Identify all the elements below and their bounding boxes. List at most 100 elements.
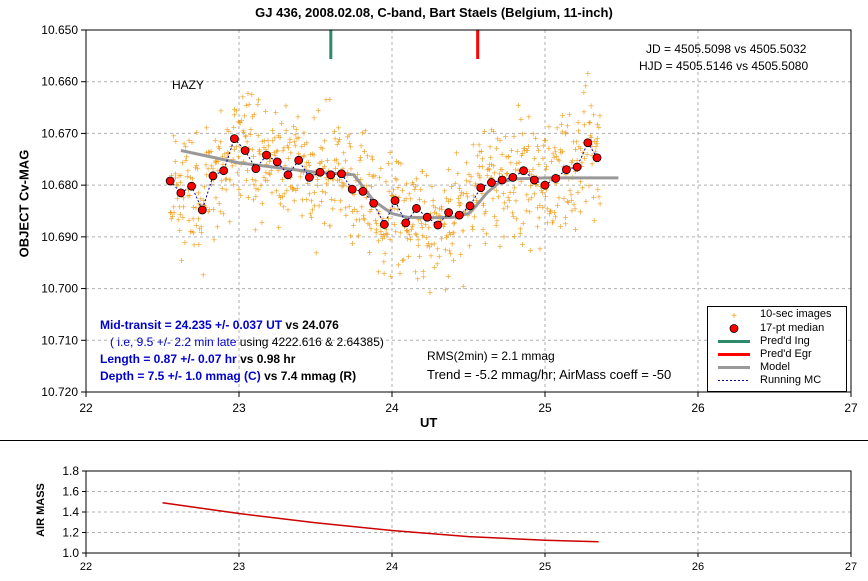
image-point: + [399,186,406,195]
image-point: + [537,201,544,210]
image-point: + [536,160,543,169]
image-point: + [383,229,390,238]
panel-divider [0,440,868,441]
image-point: + [189,227,196,236]
x-tick-label: 26 [691,401,705,415]
depth-compare: vs 7.4 mmag (R) [264,369,357,383]
legend-item-model: Model [708,361,846,374]
image-point: + [549,219,556,228]
image-point: + [593,142,600,151]
image-point: + [519,149,526,158]
image-point: + [278,119,285,128]
image-point: + [508,159,515,168]
image-point: + [548,157,555,166]
image-point: + [572,167,579,176]
image-point: + [536,213,543,222]
image-point: + [212,158,219,167]
x-tick-label: 27 [844,401,858,415]
image-point: + [245,193,252,202]
image-point: + [203,171,210,180]
image-point: + [230,155,237,164]
image-point: + [353,215,360,224]
image-point: + [205,165,212,174]
image-point: + [428,252,435,261]
image-point: + [586,119,593,128]
y-tick-label: 10.670 [41,126,78,140]
image-point: + [283,186,290,195]
image-point: + [294,184,301,193]
image-point: + [200,271,207,280]
image-point: + [487,143,494,152]
image-point: + [205,207,212,216]
image-point: + [256,147,263,156]
image-point: + [391,204,398,213]
image-point: + [441,220,448,229]
image-point: + [543,162,550,171]
image-point: + [196,200,203,209]
image-point: + [554,201,561,210]
image-point: + [597,199,604,208]
image-point: + [393,176,400,185]
legend-label-model: Model [760,361,790,373]
image-point: + [240,92,247,101]
image-point: + [389,191,396,200]
image-point: + [222,175,229,184]
image-point: + [243,101,250,110]
airmass-y-tick-label: 1.8 [62,464,79,478]
image-point: + [408,225,415,234]
image-point: + [245,89,252,98]
image-point: + [265,142,272,151]
y-tick-label: 10.650 [41,23,78,37]
image-point: + [326,95,333,104]
image-point: + [540,203,547,212]
image-point: + [176,226,183,235]
image-point: + [176,172,183,181]
image-point: + [587,118,594,127]
image-point: + [338,206,345,215]
image-point: + [279,193,286,202]
image-point: + [383,177,390,186]
image-point: + [456,201,463,210]
image-point: + [240,157,247,166]
image-point: + [316,201,323,210]
image-point: + [511,184,518,193]
image-point: + [538,186,545,195]
image-point: + [568,196,575,205]
image-point: + [311,202,318,211]
image-point: + [459,226,466,235]
image-point: + [172,169,179,178]
image-point: + [527,170,534,179]
image-point: + [416,195,423,204]
image-point: + [575,127,582,136]
image-point: + [178,171,185,180]
image-point: + [550,216,557,225]
image-point: + [497,242,504,251]
image-point: + [273,147,280,156]
image-point: + [318,197,325,206]
image-point: + [410,180,417,189]
image-point: + [407,235,414,244]
image-point: + [395,158,402,167]
image-point: + [292,186,299,195]
image-point: + [287,135,294,144]
median-point [230,134,239,144]
image-point: + [288,149,295,158]
legend-label-running: Running MC [760,374,822,386]
image-point: + [442,286,449,295]
image-point: + [331,127,338,136]
image-point: + [509,209,516,218]
image-point: + [566,110,573,119]
image-point: + [179,159,186,168]
image-point: + [561,194,568,203]
image-point: + [309,150,316,159]
image-point: + [297,172,304,181]
image-point: + [316,159,323,168]
image-point: + [185,167,192,176]
image-point: + [289,185,296,194]
image-point: + [395,261,402,270]
image-point: + [216,144,223,153]
image-point: + [477,173,484,182]
legend-swatch-ingress [718,340,750,343]
late-ephemeris: using 4222.616 & 2.64385) [239,335,384,349]
image-point: + [430,201,437,210]
